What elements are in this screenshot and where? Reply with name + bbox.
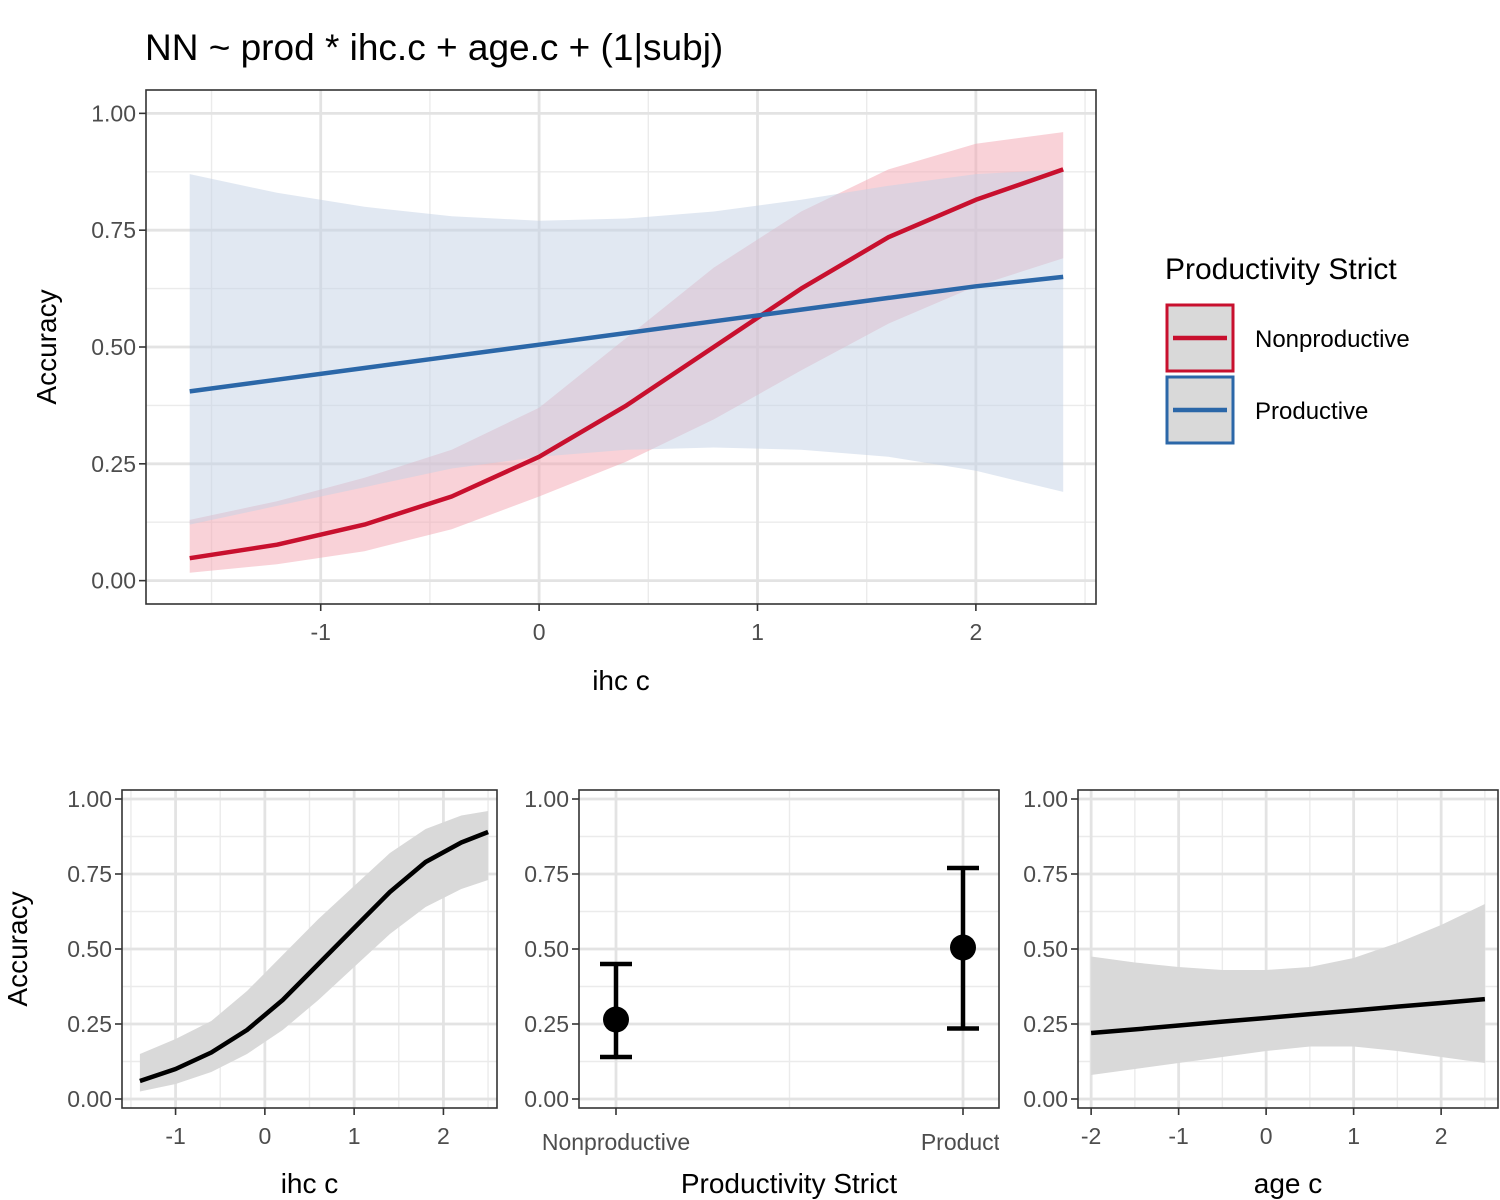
y-tick-label: 0.50	[67, 936, 112, 962]
y-tick-label: 0.00	[1023, 1086, 1068, 1112]
gridlines	[122, 790, 497, 1108]
confidence-ribbon-fit	[139, 811, 489, 1092]
main-interaction-chart: NN ~ prod * ihc.c + age.c + (1|subj) 0.00…	[31, 27, 1097, 696]
y-tick-label: 0.50	[1023, 936, 1068, 962]
y-axis-label: Accuracy	[31, 289, 62, 404]
y-tick-label: 0.00	[67, 1086, 112, 1112]
confidence-ribbon-productive	[189, 169, 1064, 525]
y-tick-label: 0.75	[524, 861, 569, 887]
y-tick-label: 0.50	[524, 936, 569, 962]
x-tick-label: 0	[258, 1123, 271, 1149]
x-tick-label: 1	[348, 1123, 361, 1149]
legend-label-nonproductive: Nonproductive	[1255, 326, 1410, 353]
legend-title: Productivity Strict	[1165, 253, 1397, 286]
age-effect-chart: 0.00 0.25 0.50 0.75 1.00 -2 -1 0 1 2 age c	[1023, 786, 1499, 1199]
fit-line-fit	[1090, 996, 1486, 1036]
y-axis-label: Accuracy	[2, 891, 33, 1006]
y-tick-label: 0.50	[91, 334, 136, 360]
x-tick-label: 0	[533, 619, 546, 645]
x-axis-label: age c	[1254, 1168, 1323, 1199]
y-tick-label: 1.00	[1023, 786, 1068, 812]
y-tick-label: 0.25	[91, 451, 136, 477]
chart-title: NN ~ prod * ihc.c + age.c + (1|subj)	[145, 27, 723, 68]
x-tick-label: 1	[1347, 1123, 1360, 1149]
x-axis-label: ihc c	[592, 665, 650, 696]
x-tick-label: -1	[1168, 1123, 1188, 1149]
x-tick-label: 2	[437, 1123, 450, 1149]
x-tick-label: -1	[310, 619, 330, 645]
y-tick-label: 0.00	[524, 1086, 569, 1112]
ihc-effect-chart: 0.00 0.25 0.50 0.75 1.00 -1 0 1 2 ihc c Accuracy	[2, 786, 498, 1199]
y-tick-label: 0.00	[91, 568, 136, 594]
y-tick-label: 0.75	[67, 861, 112, 887]
y-tick-label: 1.00	[67, 786, 112, 812]
fit-line-productive	[189, 274, 1064, 394]
x-tick-label: 2	[1435, 1123, 1448, 1149]
legend: Productivity Strict Nonproductive Producti…	[1165, 253, 1410, 445]
x-tick-label: 2	[969, 619, 982, 645]
x-tick-label: Nonproductive	[542, 1129, 690, 1155]
fit-line-nonproductive	[189, 167, 1064, 561]
estimate-point-productive	[950, 934, 976, 961]
x-tick-label: 1	[751, 619, 764, 645]
x-tick-label: Producti	[921, 1129, 1005, 1155]
y-tick-label: 1.00	[91, 100, 136, 126]
y-tick-label: 0.25	[1023, 1011, 1068, 1037]
gridlines	[579, 790, 999, 1108]
x-axis-label: ihc c	[281, 1168, 339, 1199]
x-tick-label: -2	[1081, 1123, 1101, 1149]
confidence-ribbon-fit	[1091, 904, 1485, 1075]
x-tick-label: -1	[165, 1123, 185, 1149]
estimate-point-nonproductive	[603, 1006, 629, 1033]
y-tick-label: 0.75	[91, 217, 136, 243]
legend-label-productive: Productive	[1255, 398, 1368, 425]
fit-line-fit	[139, 829, 489, 1084]
x-axis-label: Productivity Strict	[681, 1168, 897, 1199]
y-tick-label: 0.25	[524, 1011, 569, 1037]
y-tick-label: 0.25	[67, 1011, 112, 1037]
productivity-effect-chart: 0.00 0.25 0.50 0.75 1.00 Nonproductive Product…	[524, 786, 1005, 1199]
y-tick-label: 1.00	[524, 786, 569, 812]
x-tick-label: 0	[1260, 1123, 1273, 1149]
y-tick-label: 0.75	[1023, 861, 1068, 887]
